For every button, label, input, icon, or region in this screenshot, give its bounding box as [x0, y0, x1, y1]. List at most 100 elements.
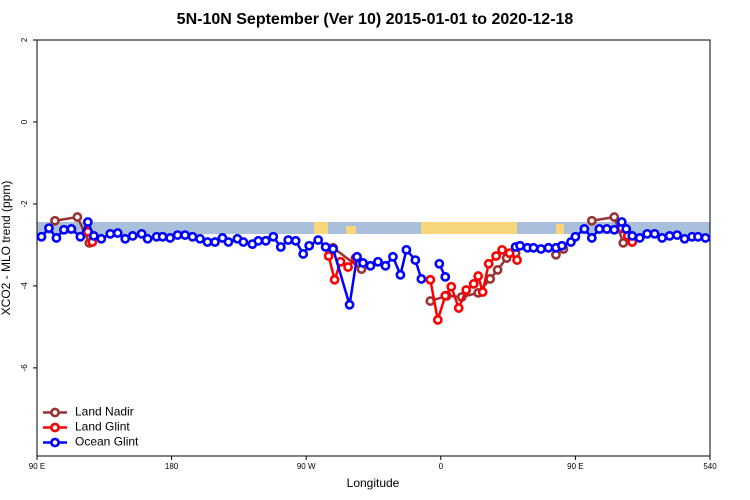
data-point [304, 240, 315, 251]
data-point [634, 233, 645, 243]
data-point [51, 233, 62, 243]
x-tick-label: 90 E [567, 462, 583, 471]
data-point [601, 224, 612, 234]
data-point [649, 228, 660, 239]
data-point [557, 240, 567, 251]
legend-label: Land Glint [75, 420, 130, 434]
data-point [72, 212, 83, 222]
data-point [473, 271, 484, 281]
x-axis-label: Longitude [347, 476, 400, 490]
data-point [432, 315, 443, 325]
data-point [290, 235, 301, 246]
legend-marker [50, 422, 60, 433]
y-tick-label: -6 [20, 364, 29, 372]
data-point [594, 224, 605, 234]
data-point [210, 237, 220, 247]
data-point [492, 265, 503, 275]
data-point [142, 233, 153, 244]
x-tick-label: 540 [703, 462, 717, 471]
data-point [425, 274, 436, 285]
data-point [485, 274, 496, 284]
data-point [283, 235, 294, 245]
legend-marker [50, 437, 60, 448]
data-point [579, 224, 590, 234]
data-point [223, 237, 234, 247]
y-tick-label: 2 [20, 37, 29, 42]
data-point [344, 299, 355, 310]
data-point [260, 235, 271, 246]
x-tick-label: 90 W [297, 462, 316, 471]
data-point [627, 231, 638, 241]
legend-marker [50, 407, 60, 418]
data-point [586, 215, 597, 226]
data-point [616, 217, 627, 227]
y-axis-label: XCO2 - MLO trend (ppm) [0, 181, 13, 316]
data-point [268, 231, 279, 242]
land-patch [346, 226, 356, 234]
data-point [105, 228, 116, 239]
data-point [323, 251, 334, 261]
data-point [401, 244, 412, 255]
data-point [365, 260, 376, 271]
data-point [120, 233, 131, 244]
data-point [491, 251, 502, 261]
data-point [275, 242, 286, 252]
data-point [75, 231, 86, 242]
data-point [642, 228, 653, 239]
x-tick-label: 90 E [29, 462, 45, 471]
y-tick-label: -2 [20, 200, 29, 208]
y-tick-label: 0 [20, 119, 29, 124]
data-point [657, 233, 668, 243]
data-point [536, 244, 546, 254]
data-point [609, 212, 620, 222]
data-point [36, 231, 47, 242]
data-point [238, 237, 249, 247]
data-point [483, 258, 494, 269]
x-tick-label: 0 [439, 462, 444, 471]
data-point [320, 242, 331, 252]
data-point [50, 215, 60, 226]
data-point [586, 233, 597, 243]
data-point [157, 231, 168, 242]
data-point [693, 231, 703, 242]
data-point [434, 258, 445, 269]
data-point [66, 224, 77, 234]
land-patch [421, 222, 517, 234]
data-point [504, 248, 515, 259]
data-point [136, 228, 147, 239]
data-point [461, 285, 472, 295]
data-point [187, 231, 198, 242]
data-point [358, 258, 368, 268]
data-point [343, 262, 353, 272]
y-tick-label: -4 [20, 282, 29, 290]
data-point [328, 244, 339, 254]
data-point [446, 281, 457, 292]
data-point [96, 233, 107, 244]
legend-label: Land Nadir [75, 405, 134, 419]
data-point [477, 287, 488, 297]
data-point [468, 278, 479, 289]
data-point [127, 231, 138, 241]
data-point [700, 233, 711, 243]
data-point [44, 223, 54, 234]
data-point [180, 230, 190, 240]
data-point [497, 244, 508, 255]
data-point [679, 233, 690, 244]
data-point [352, 251, 362, 262]
data-point [298, 249, 309, 259]
data-point [112, 228, 123, 238]
plot-frame [36, 39, 711, 457]
data-point [253, 235, 264, 246]
data-point [543, 242, 554, 253]
data-point [88, 231, 99, 241]
legend-label: Ocean Glint [75, 435, 139, 449]
land-patch [556, 224, 564, 234]
data-point [515, 240, 525, 251]
data-point [672, 230, 682, 240]
data-point [329, 274, 340, 285]
data-point [195, 233, 205, 244]
data-point [453, 303, 464, 313]
data-point [618, 237, 629, 248]
data-point [410, 255, 421, 265]
